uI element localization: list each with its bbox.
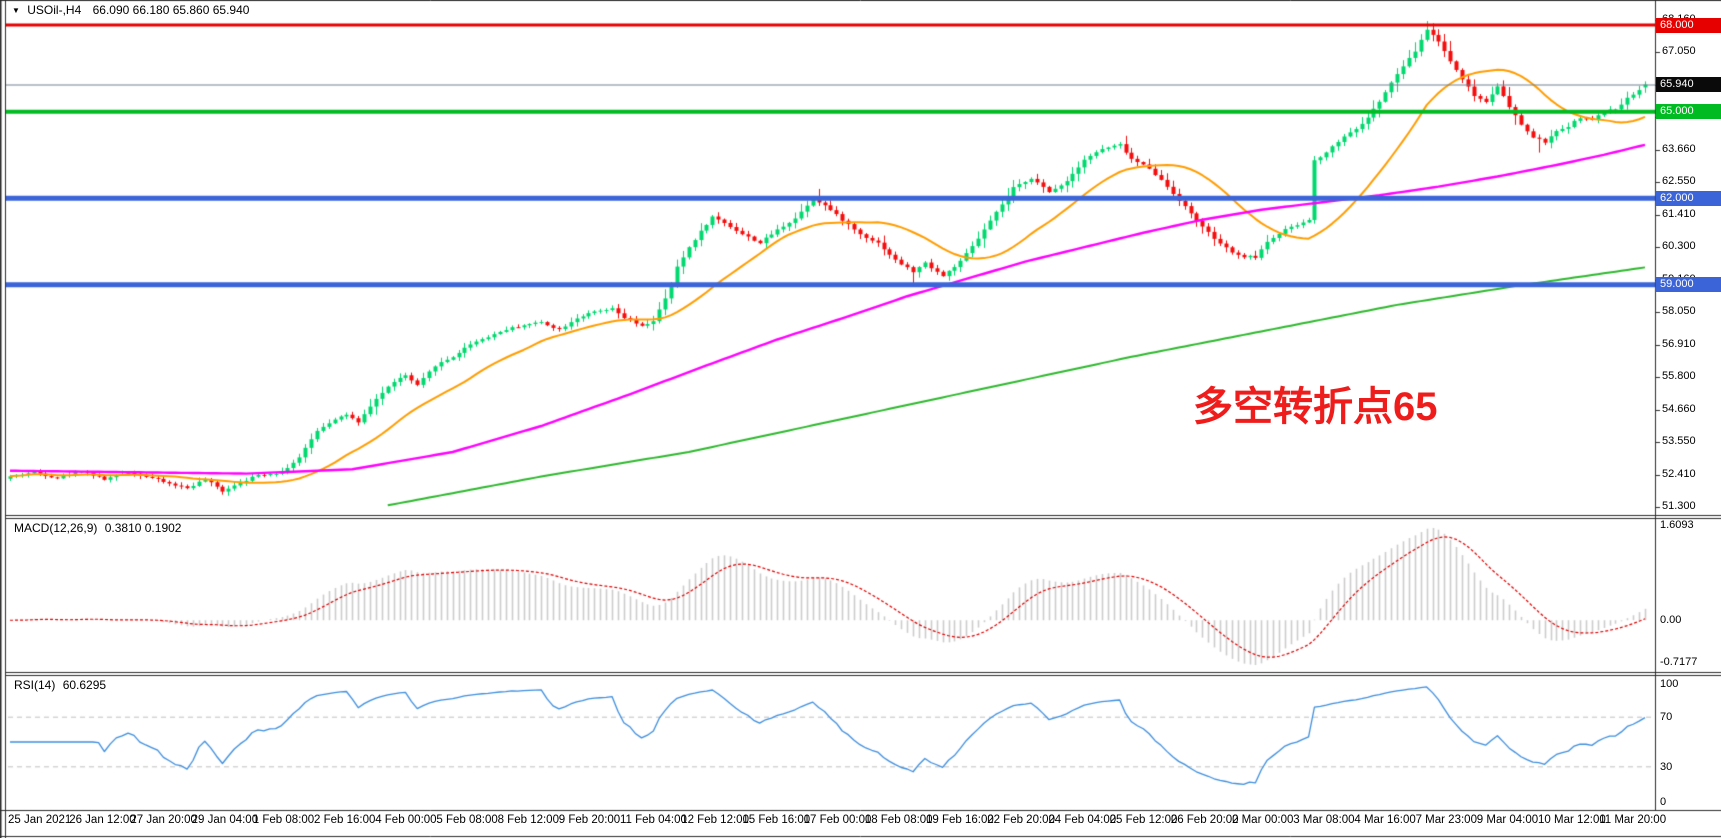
time-axis-label: 26 Feb 20:00 <box>1170 814 1239 826</box>
time-axis-label: 4 Mar 16:00 <box>1354 814 1416 826</box>
rsi-value: 60.6295 <box>62 678 107 692</box>
macd-name: MACD(12,26,9) <box>14 521 98 535</box>
macd-indicator-label: MACD(12,26,9) 0.3810 0.1902 <box>14 521 181 535</box>
rsi-axis-level: 100 <box>1660 678 1679 690</box>
rsi-axis-level: 70 <box>1660 711 1673 724</box>
time-axis-label: 18 Feb 08:00 <box>864 814 933 826</box>
time-axis-label: 26 Jan 12:00 <box>69 814 136 826</box>
time-axis-label: 9 Feb 20:00 <box>558 814 621 826</box>
price-tick-label: 55.800 <box>1662 369 1696 382</box>
price-tick-label: 60.300 <box>1662 240 1696 253</box>
price-tick-label: 52.410 <box>1662 467 1696 480</box>
price-level-badge: 68.000 <box>1656 17 1721 33</box>
price-tick-label: 54.660 <box>1662 402 1696 415</box>
time-axis-label: 12 Feb 12:00 <box>681 814 749 826</box>
time-axis-label: 17 Feb 00:00 <box>803 814 872 826</box>
current-price-badge: 65.940 <box>1656 77 1721 92</box>
price-tick-label: 62.550 <box>1662 175 1696 188</box>
time-axis-label: 2 Feb 16:00 <box>314 814 376 826</box>
time-axis-label: 29 Jan 04:00 <box>191 814 259 826</box>
rsi-axis-level: 0 <box>1660 796 1667 808</box>
time-axis-label: 24 Feb 04:00 <box>1048 814 1117 826</box>
price-level-badge: 62.000 <box>1656 190 1721 206</box>
time-axis-label: 25 Jan 2021 <box>8 814 72 826</box>
rsi-name: RSI(14) <box>14 678 56 692</box>
time-axis-label: 1 Feb 08:00 <box>252 814 315 826</box>
symbol-ohlc-values: 66.090 66.180 65.860 65.940 <box>92 3 250 17</box>
rsi-indicator-label: RSI(14) 60.6295 <box>14 678 106 692</box>
macd-axis-max: 1.6093 <box>1660 519 1694 531</box>
chart-annotation: 多空转折点65 <box>1193 385 1438 429</box>
price-tick-label: 53.550 <box>1662 434 1696 447</box>
macd-axis-min: -0.7177 <box>1660 656 1698 668</box>
time-axis-label: 11 Mar 20:00 <box>1599 814 1667 826</box>
price-level-badge: 59.000 <box>1656 277 1721 293</box>
time-axis-label: 5 Feb 08:00 <box>436 814 498 826</box>
time-axis-label: 7 Mar 23:00 <box>1415 814 1477 826</box>
time-axis-label: 22 Feb 20:00 <box>987 814 1055 826</box>
time-axis-label: 15 Feb 16:00 <box>742 814 811 826</box>
time-axis-label: 3 Mar 08:00 <box>1293 814 1355 826</box>
price-tick-label: 56.910 <box>1662 337 1696 350</box>
time-axis-label: 2 Mar 00:00 <box>1232 814 1294 826</box>
time-axis-label: 8 Feb 12:00 <box>497 814 559 826</box>
time-axis-label: 27 Jan 20:00 <box>130 814 197 826</box>
price-tick-label: 67.050 <box>1662 45 1696 58</box>
price-tick-label: 58.050 <box>1662 305 1696 318</box>
price-tick-label: 61.410 <box>1662 208 1696 221</box>
symbol-title: ▼ USOil-,H4 66.090 66.180 65.860 65.940 <box>12 3 249 17</box>
rsi-axis-level: 30 <box>1660 760 1673 773</box>
time-axis-label: 19 Feb 16:00 <box>926 814 994 826</box>
price-tick-label: 63.660 <box>1662 143 1696 156</box>
time-axis-label: 4 Feb 00:00 <box>375 814 437 826</box>
time-axis-label: 25 Feb 12:00 <box>1109 814 1178 826</box>
time-axis-label: 9 Mar 04:00 <box>1476 814 1539 826</box>
time-axis-label: 10 Mar 12:00 <box>1538 814 1606 826</box>
time-axis-label: 11 Feb 04:00 <box>620 814 687 826</box>
macd-axis-zero: 0.00 <box>1660 614 1682 627</box>
price-tick-label: 51.300 <box>1662 499 1696 512</box>
price-level-badge: 65.000 <box>1656 104 1721 120</box>
symbol-name: USOil-,H4 <box>27 3 82 17</box>
collapse-triangle-icon[interactable]: ▼ <box>12 6 20 15</box>
macd-values: 0.3810 0.1902 <box>104 521 182 535</box>
